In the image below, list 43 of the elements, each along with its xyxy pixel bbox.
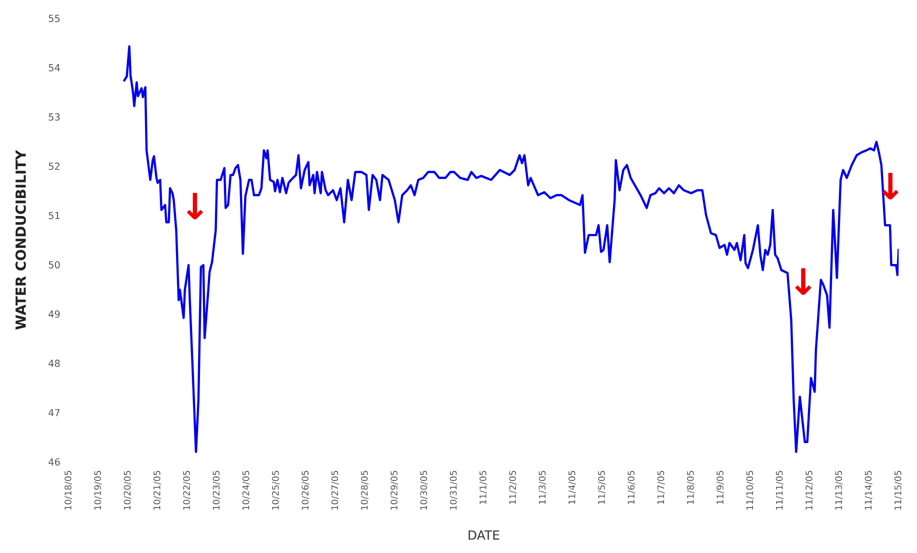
x-tick-label: 10/19/05 (94, 470, 102, 510)
x-tick-label: 11/14/05 (864, 470, 872, 510)
x-tick-label: 10/22/05 (183, 470, 191, 510)
x-tick-label: 10/30/05 (420, 470, 428, 510)
x-tick-label: 10/24/05 (242, 470, 250, 510)
x-tick-label: 10/21/05 (153, 470, 162, 510)
x-tick-label: 10/27/05 (331, 470, 339, 510)
x-tick-label: 11/7/05 (657, 470, 665, 504)
y-tick-label: 51 (48, 212, 60, 220)
y-tick-label: 47 (48, 409, 60, 416)
x-tick-label: 11/12/05 (806, 470, 814, 510)
x-tick-label: 11/8/05 (686, 470, 695, 504)
x-tick-label: 10/26/05 (302, 470, 310, 510)
x-tick-label: 10/29/05 (390, 470, 398, 510)
y-tick-label: 52 (48, 162, 60, 170)
x-tick-label: 11/5/05 (598, 470, 606, 504)
x-tick-label: 11/2/05 (509, 470, 517, 504)
x-tick-label: 10/25/05 (272, 470, 280, 510)
x-tick-label: 11/15/05 (894, 470, 902, 510)
y-tick-label: 54 (48, 64, 60, 72)
x-tick-label: 11/4/05 (568, 470, 576, 504)
x-tick-label: 10/23/05 (212, 470, 220, 510)
x-tick-label: 11/3/05 (538, 470, 546, 504)
y-tick-label: 53 (48, 113, 60, 121)
x-tick-label: 11/1/05 (480, 470, 488, 504)
x-tick-label: 10/31/05 (450, 470, 458, 510)
x-tick-label: 11/11/05 (776, 470, 784, 510)
x-tick-label: 11/6/05 (628, 470, 636, 504)
x-tick-label: 10/18/05 (64, 470, 72, 510)
y-axis-title: WATER CONDUCIBILITY (15, 150, 26, 330)
y-tick-label: 46 (48, 458, 60, 466)
annotation: ↓ (795, 268, 812, 295)
y-tick-label: 50 (48, 261, 60, 268)
x-tick-label: 11/13/05 (835, 470, 843, 510)
y-tick-label: 48 (48, 360, 60, 368)
annotation: ↓ (186, 192, 204, 220)
x-axis-title: DATE (468, 530, 500, 540)
x-tick-label: 10/28/05 (360, 470, 368, 510)
x-tick-label: 11/9/05 (716, 470, 724, 504)
x-tick-label: 11/10/05 (746, 470, 754, 510)
y-tick-label: 55 (48, 14, 60, 22)
x-tick-label: 10/20/05 (124, 470, 132, 510)
y-tick-label: 49 (48, 310, 60, 318)
